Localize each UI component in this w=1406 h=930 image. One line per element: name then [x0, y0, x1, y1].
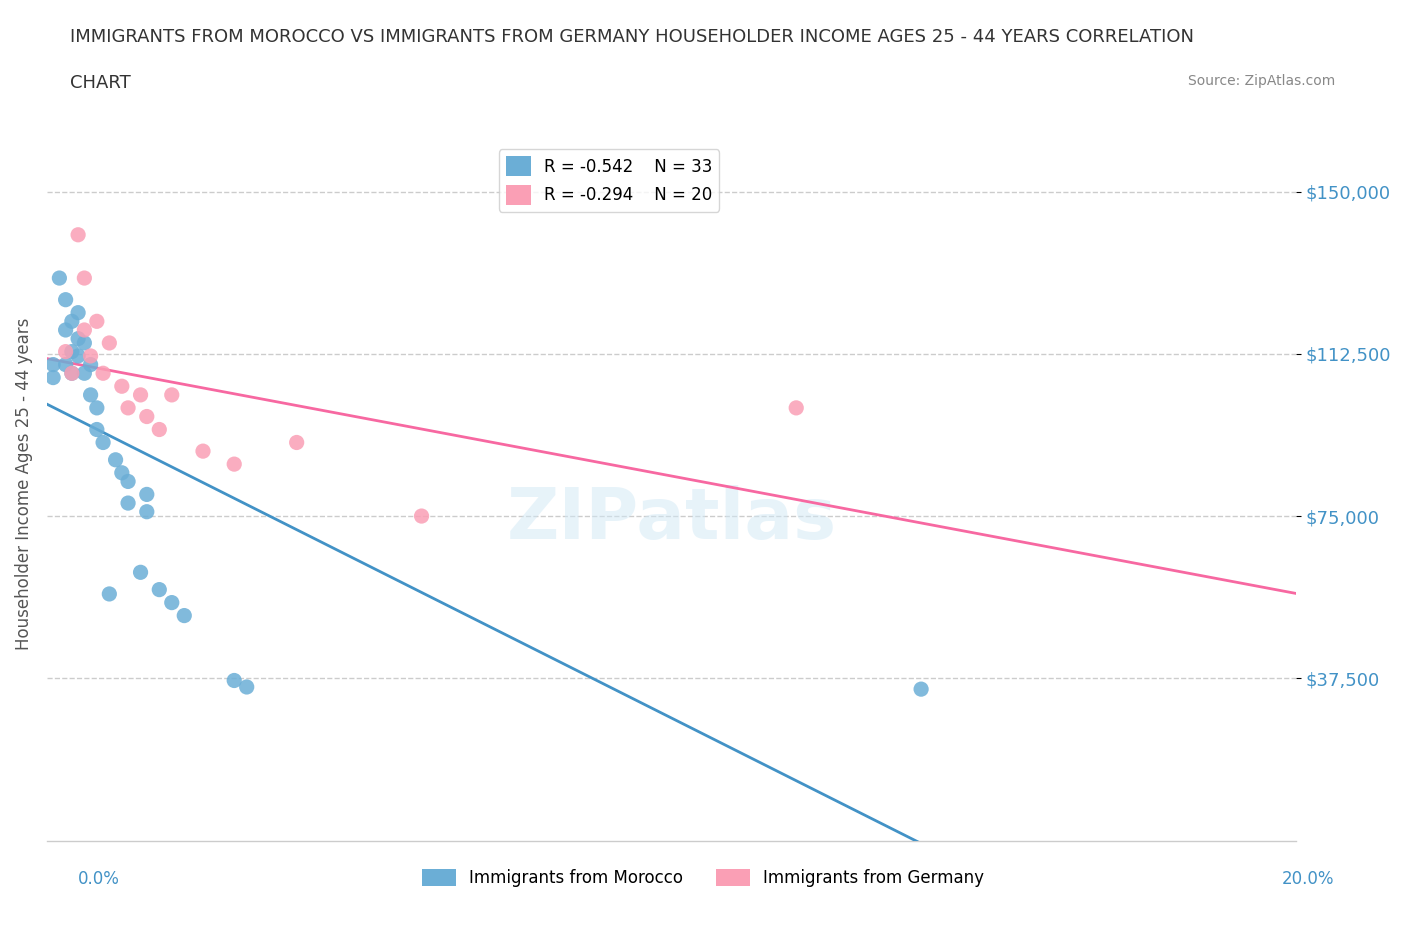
Point — [235, 680, 257, 695]
Text: ZIPatlas: ZIPatlas — [506, 485, 837, 553]
Point — [129, 388, 152, 403]
Text: Source: ZipAtlas.com: Source: ZipAtlas.com — [1188, 74, 1336, 88]
Point — [135, 409, 157, 424]
Point — [60, 365, 83, 380]
Point — [91, 365, 114, 380]
Point — [160, 388, 183, 403]
Point — [148, 582, 170, 597]
Point — [73, 271, 96, 286]
Point — [60, 365, 83, 380]
Point — [191, 444, 214, 458]
Point — [148, 422, 170, 437]
Point — [55, 323, 77, 338]
Point — [160, 595, 183, 610]
Point — [98, 336, 121, 351]
Point — [48, 271, 70, 286]
Point — [67, 227, 90, 242]
Point — [55, 344, 77, 359]
Point — [67, 331, 90, 346]
Point — [73, 323, 96, 338]
Point — [42, 370, 65, 385]
Point — [224, 457, 246, 472]
Point — [285, 435, 308, 450]
Point — [117, 401, 139, 416]
Text: 0.0%: 0.0% — [77, 870, 120, 887]
Text: 20.0%: 20.0% — [1281, 870, 1334, 887]
Point — [135, 504, 157, 519]
Point — [73, 336, 96, 351]
Legend: R = -0.542    N = 33, R = -0.294    N = 20: R = -0.542 N = 33, R = -0.294 N = 20 — [499, 149, 718, 211]
Point — [104, 452, 127, 467]
Point — [79, 388, 101, 403]
Text: IMMIGRANTS FROM MOROCCO VS IMMIGRANTS FROM GERMANY HOUSEHOLDER INCOME AGES 25 - : IMMIGRANTS FROM MOROCCO VS IMMIGRANTS FR… — [70, 28, 1194, 46]
Point — [79, 349, 101, 364]
Point — [86, 314, 108, 329]
Point — [117, 474, 139, 489]
Point — [67, 349, 90, 364]
Point — [67, 305, 90, 320]
Point — [785, 401, 807, 416]
Point — [86, 422, 108, 437]
Point — [60, 314, 83, 329]
Point — [55, 357, 77, 372]
Point — [79, 357, 101, 372]
Point — [111, 465, 134, 480]
Point — [129, 565, 152, 579]
Point — [117, 496, 139, 511]
Point — [98, 587, 121, 602]
Point — [42, 357, 65, 372]
Text: CHART: CHART — [70, 74, 131, 92]
Point — [135, 487, 157, 502]
Point — [73, 365, 96, 380]
Point — [411, 509, 433, 524]
Point — [224, 673, 246, 688]
Point — [55, 292, 77, 307]
Point — [60, 344, 83, 359]
Point — [111, 379, 134, 393]
Point — [910, 682, 932, 697]
Point — [91, 435, 114, 450]
Y-axis label: Householder Income Ages 25 - 44 years: Householder Income Ages 25 - 44 years — [15, 317, 32, 650]
Legend: Immigrants from Morocco, Immigrants from Germany: Immigrants from Morocco, Immigrants from… — [416, 862, 990, 894]
Point — [173, 608, 195, 623]
Point — [86, 401, 108, 416]
